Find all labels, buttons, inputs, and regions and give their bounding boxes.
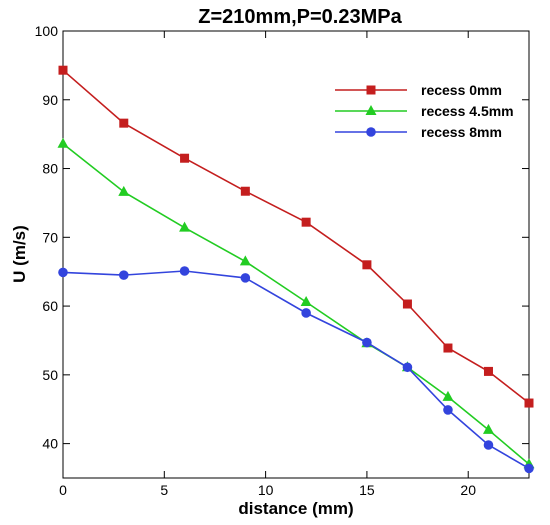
- legend: recess 0mm recess 4.5mm recess 8mm: [335, 82, 514, 140]
- legend-label-recess-0mm: recess 0mm: [421, 82, 502, 98]
- y-tick-label: 80: [42, 161, 58, 177]
- data-point-recess-4-5mm: [482, 423, 494, 434]
- legend-label-recess-8mm: recess 8mm: [421, 124, 502, 140]
- y-tick-label: 50: [42, 367, 58, 383]
- data-point-recess-4-5mm: [118, 185, 130, 196]
- y-tick-label: 90: [42, 92, 58, 108]
- data-point-recess-0mm: [402, 299, 412, 309]
- y-tick-label: 60: [42, 298, 58, 314]
- data-point-recess-8mm: [524, 463, 534, 474]
- series-line-recess-0mm: [62, 69, 530, 404]
- data-point-recess-8mm: [402, 362, 413, 373]
- legend-label-recess-4-5mm: recess 4.5mm: [421, 103, 514, 119]
- legend-item-recess-8mm: recess 8mm: [335, 124, 502, 140]
- series-layer: [57, 65, 535, 474]
- data-point-recess-8mm: [483, 440, 494, 450]
- legend-marker-recess-0mm: [366, 85, 376, 95]
- x-tick-label: 0: [59, 482, 67, 498]
- y-tick-label: 100: [35, 23, 59, 39]
- data-point-recess-4-5mm: [442, 390, 454, 401]
- data-point-recess-8mm: [118, 270, 129, 280]
- y-axis-label: U (m/s): [10, 225, 29, 283]
- data-point-recess-4-5mm: [179, 221, 191, 232]
- data-point-recess-8mm: [362, 337, 372, 348]
- data-point-recess-4-5mm: [57, 137, 69, 148]
- legend-item-recess-4-5mm: recess 4.5mm: [335, 103, 514, 119]
- x-tick-label: 10: [258, 482, 274, 498]
- data-point-recess-0mm: [483, 366, 493, 376]
- series-recess-8mm: [58, 266, 534, 474]
- data-point-recess-8mm: [240, 273, 251, 283]
- series-line-recess-4-5mm: [62, 143, 530, 465]
- legend-marker-recess-4-5mm: [365, 105, 377, 115]
- x-axis-label: distance (mm): [238, 499, 353, 518]
- y-tick-label: 70: [42, 229, 58, 245]
- legend-marker-recess-8mm: [366, 127, 376, 137]
- data-point-recess-0mm: [362, 260, 372, 270]
- x-tick-label: 5: [160, 482, 168, 498]
- series-recess-4-5mm: [57, 137, 535, 469]
- y-tick-label: 40: [42, 436, 58, 452]
- data-point-recess-0mm: [301, 217, 311, 227]
- data-point-recess-0mm: [240, 186, 250, 196]
- data-point-recess-0mm: [58, 65, 68, 75]
- series-line-recess-8mm: [62, 270, 530, 470]
- plot-area: [62, 30, 530, 479]
- data-point-recess-8mm: [301, 308, 311, 318]
- data-point-recess-8mm: [58, 267, 68, 278]
- axis-ticks: 0 5 10 15 20 40 50 60 70 80 90 100: [35, 23, 529, 498]
- x-tick-label: 15: [359, 482, 375, 498]
- chart-title: Z=210mm,P=0.23MPa: [198, 6, 402, 28]
- data-point-recess-0mm: [119, 118, 129, 128]
- data-point-recess-8mm: [179, 266, 190, 276]
- data-point-recess-0mm: [524, 398, 534, 408]
- legend-item-recess-0mm: recess 0mm: [335, 82, 502, 98]
- data-point-recess-0mm: [180, 153, 190, 163]
- series-recess-0mm: [58, 65, 534, 408]
- x-tick-label: 20: [460, 482, 476, 498]
- data-point-recess-0mm: [443, 343, 453, 353]
- data-point-recess-8mm: [443, 405, 453, 415]
- data-point-recess-4-5mm: [239, 255, 251, 266]
- data-point-recess-4-5mm: [300, 295, 312, 306]
